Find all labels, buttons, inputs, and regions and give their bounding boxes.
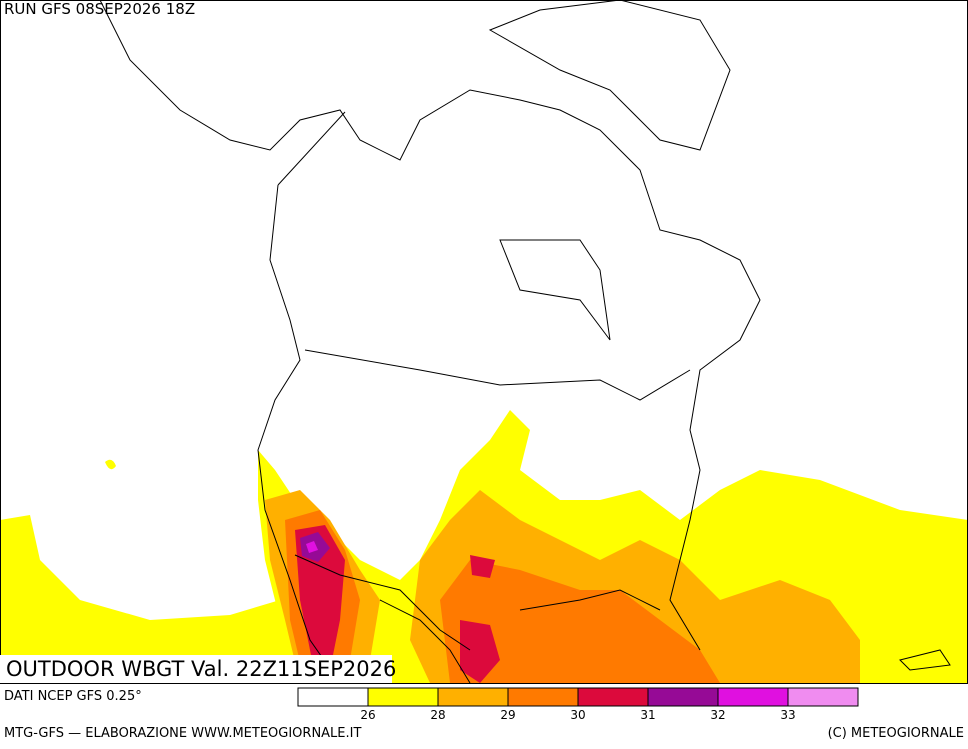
legend-tick-label: 33 bbox=[780, 708, 795, 722]
legend-swatch bbox=[577, 687, 649, 707]
legend-tick-label: 31 bbox=[640, 708, 655, 722]
credit-label: MTG-GFS — ELABORAZIONE WWW.METEOGIORNALE… bbox=[4, 726, 361, 741]
legend-swatch bbox=[647, 687, 719, 707]
field-area bbox=[440, 560, 720, 683]
source-label: DATI NCEP GFS 0.25° bbox=[4, 689, 142, 704]
field-area bbox=[470, 555, 495, 578]
title-bg bbox=[0, 655, 392, 683]
coastline bbox=[519, 589, 661, 611]
field-area bbox=[105, 459, 116, 470]
legend-swatch bbox=[367, 687, 439, 707]
coastline bbox=[499, 239, 611, 341]
coastline bbox=[257, 184, 341, 684]
legend-swatch bbox=[787, 687, 859, 707]
legend-tick-label: 28 bbox=[430, 708, 445, 722]
legend-swatch bbox=[437, 687, 509, 707]
field-area bbox=[306, 541, 318, 553]
coastline bbox=[99, 0, 761, 651]
map-title: OUTDOOR WBGT Val. 22Z11SEP2026 bbox=[6, 657, 396, 681]
field-area bbox=[0, 515, 300, 683]
legend-tick-label: 32 bbox=[710, 708, 725, 722]
legend-swatch bbox=[507, 687, 579, 707]
coastlines bbox=[99, 0, 951, 684]
coastline bbox=[488, 0, 731, 151]
border bbox=[277, 111, 346, 186]
border bbox=[294, 554, 471, 651]
coastline bbox=[899, 649, 951, 671]
legend: 26 28 29 30 31 32 33 bbox=[297, 687, 859, 722]
coastline bbox=[379, 599, 471, 684]
legend-tick-label: 30 bbox=[570, 708, 585, 722]
copyright-label: (C) METEOGIORNALE bbox=[828, 726, 964, 741]
field-area bbox=[460, 620, 500, 683]
legend-tick-label: 29 bbox=[500, 708, 515, 722]
legend-tick-label: 26 bbox=[360, 708, 375, 722]
legend-swatch bbox=[717, 687, 789, 707]
border bbox=[304, 349, 691, 401]
legend-swatch bbox=[297, 687, 369, 707]
run-label: RUN GFS 08SEP2026 18Z bbox=[4, 0, 195, 18]
